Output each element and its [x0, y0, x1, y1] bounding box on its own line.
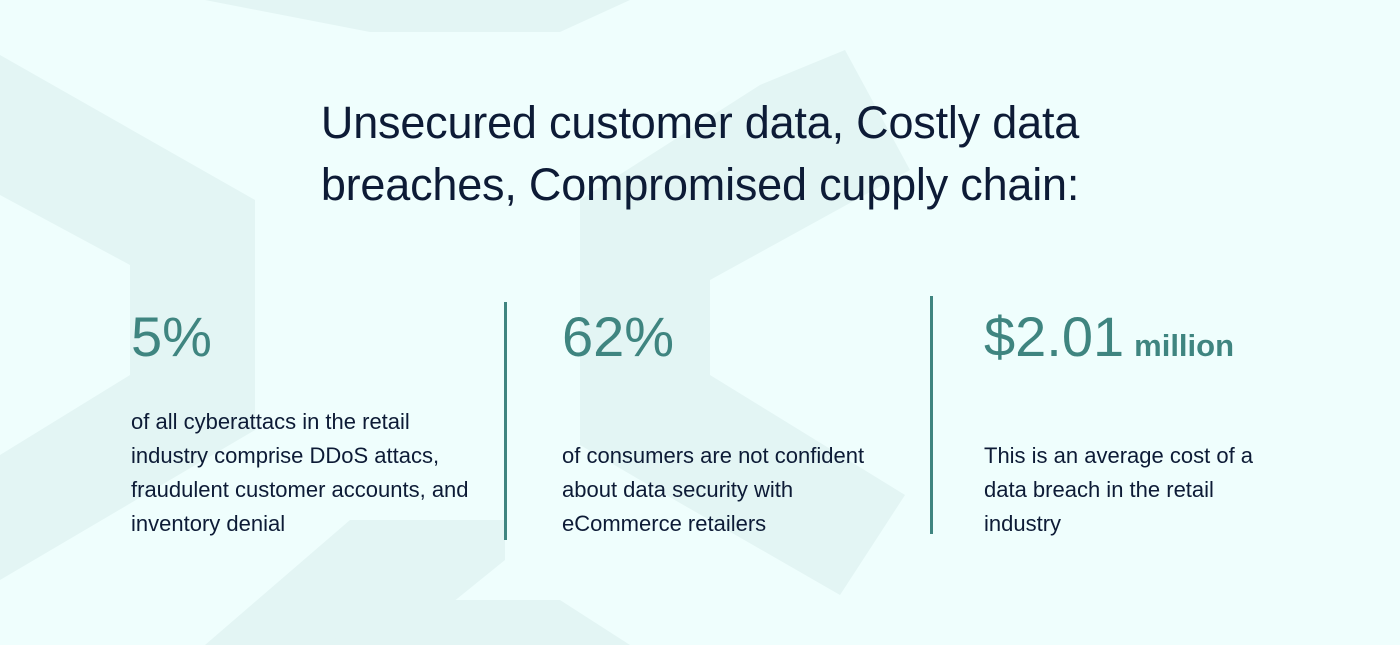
divider-2	[930, 296, 933, 534]
page-title: Unsecured customer data, Costly data bre…	[0, 92, 1400, 216]
stat-value-number: $2.01	[984, 305, 1125, 368]
page-title-line-1: Unsecured customer data, Costly data	[320, 97, 1080, 148]
divider-1	[504, 302, 507, 540]
page-title-line-2: breaches, Compromised cupply chain:	[320, 159, 1080, 210]
stat-description: of all cyberattacs in the retail industr…	[131, 409, 469, 536]
stat-card-consumers: 62% of consumers are not confident about…	[562, 305, 922, 536]
stat-description: This is an average cost of a data breach…	[984, 443, 1254, 536]
stat-card-ddos: 5% of all cyberattacs in the retail indu…	[131, 305, 501, 536]
bg-shape-center	[580, 50, 910, 595]
stat-value: 5%	[131, 305, 212, 368]
stat-value-unit: million	[1134, 328, 1235, 363]
bg-shape-bottom	[330, 600, 630, 645]
bg-shape-top	[205, 0, 630, 32]
stat-value: $2.01 million	[984, 305, 1384, 378]
stat-card-breach-cost: $2.01 million This is an average cost of …	[984, 305, 1384, 536]
stat-description: of consumers are not confident about dat…	[562, 443, 865, 536]
stat-value: 62%	[562, 305, 675, 368]
bg-shape-left	[0, 55, 255, 580]
